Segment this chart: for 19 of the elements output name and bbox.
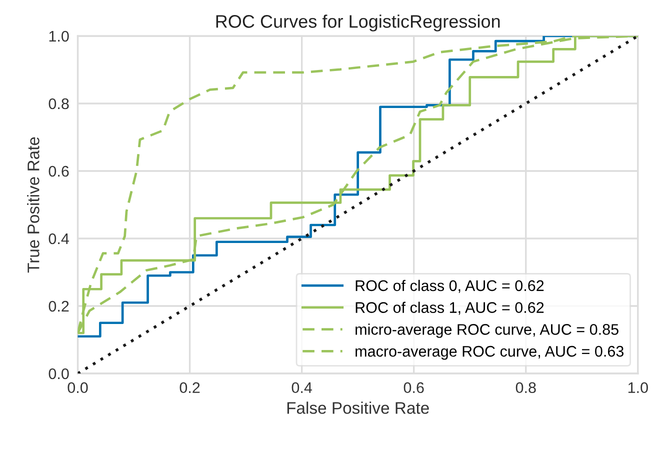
x-tick-label: 0.2 [180,382,200,394]
y-tick-label: 0.2 [48,300,69,312]
x-tick-label: 0.6 [404,382,424,394]
x-tick-label: 0.8 [516,382,536,394]
legend-label: macro-average ROC curve, AUC = 0.63 [356,346,624,360]
y-tick-label: 0.6 [48,166,69,177]
y-tick-label: 0.4 [48,233,69,244]
legend-label: micro-average ROC curve, AUC = 0.85 [356,324,618,338]
chart-title: ROC Curves for LogisticRegression [216,14,500,32]
y-tick-label: 1.0 [49,30,69,42]
y-tick-label: 0.0 [48,368,69,380]
legend-label: ROC of class 1, AUC = 0.62 [356,302,544,315]
y-axis-title: True Positive Rate [27,137,40,273]
x-tick-label: 1.0 [628,382,648,394]
x-tick-label: 0.0 [68,382,88,394]
y-tick-label: 0.8 [48,98,69,110]
legend-label: ROC of class 0, AUC = 0.62 [356,280,544,293]
x-axis-title: False Positive Rate [287,402,429,414]
x-tick-label: 0.4 [292,382,312,394]
